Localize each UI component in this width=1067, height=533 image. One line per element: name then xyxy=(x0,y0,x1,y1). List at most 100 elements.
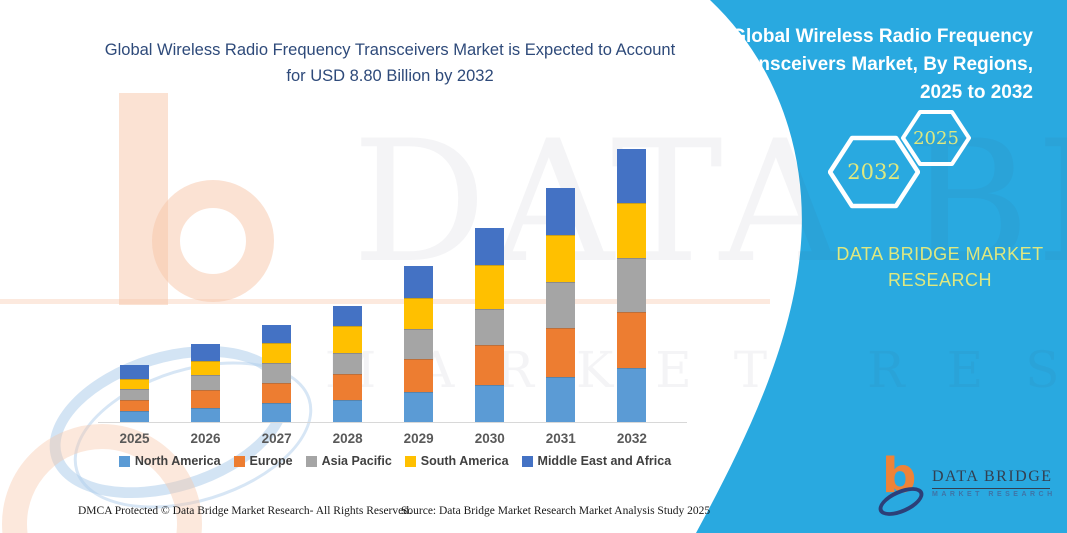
panel-heading: Global Wireless Radio Frequency Transcei… xyxy=(703,23,1033,107)
bar-segment-europe-2032 xyxy=(617,312,647,368)
x-axis-label-2026: 2026 xyxy=(190,431,221,446)
bar-segment-middle-east-and-africa-2031 xyxy=(546,188,576,236)
bar-segment-south-america-2028 xyxy=(333,326,363,354)
bar-segment-middle-east-and-africa-2030 xyxy=(475,227,505,266)
legend-swatch-europe xyxy=(233,455,245,467)
legend-label-north-america: North America xyxy=(134,454,221,468)
legend-swatch-asia-pacific xyxy=(305,455,317,467)
legend-item-north-america: North America xyxy=(118,454,221,468)
bar-segment-middle-east-and-africa-2026 xyxy=(191,344,221,362)
bar-segment-asia-pacific-2026 xyxy=(191,375,221,391)
bar-segment-north-america-2029 xyxy=(404,391,434,422)
logo-subtext: MARKET RESEARCH xyxy=(932,491,1056,498)
bar-segment-europe-2028 xyxy=(333,374,363,401)
bar-segment-south-america-2027 xyxy=(262,342,292,363)
bar-segment-asia-pacific-2032 xyxy=(617,257,647,313)
stacked-bar-2025 xyxy=(120,364,149,422)
hexagon-2025: 2025 xyxy=(901,109,971,167)
bar-segment-asia-pacific-2027 xyxy=(262,362,292,384)
legend-swatch-north-america xyxy=(118,455,130,467)
legend-item-south-america: South America xyxy=(404,454,509,468)
x-axis-label-2027: 2027 xyxy=(261,431,292,446)
chart-legend: North America Europe Asia Pacific South Ame… xyxy=(95,454,695,468)
chart-plot xyxy=(95,138,695,423)
legend-label-europe: Europe xyxy=(249,454,293,468)
x-axis-label-2025: 2025 xyxy=(119,431,150,446)
logo-divider xyxy=(932,488,1050,489)
footer-logo: b DATA BRIDGE MARKET RESEARCH xyxy=(874,452,1056,522)
panel-brand-text: DATA BRIDGE MARKET RESEARCH xyxy=(815,241,1065,293)
logo-wordmark: DATA BRIDGE xyxy=(932,468,1053,485)
bar-segment-asia-pacific-2025 xyxy=(120,388,149,400)
panel-brand-line1: DATA BRIDGE MARKET xyxy=(836,244,1044,264)
data-bridge-logo-icon: b xyxy=(874,452,928,522)
bar-segment-north-america-2026 xyxy=(191,407,221,422)
stacked-bar-2027 xyxy=(262,325,292,422)
logo-b-glyph: b xyxy=(882,448,917,504)
bar-segment-middle-east-and-africa-2029 xyxy=(404,265,434,299)
bar-segment-europe-2030 xyxy=(475,345,505,386)
legend-label-asia-pacific: Asia Pacific xyxy=(321,454,392,468)
bar-segment-north-america-2030 xyxy=(475,385,505,422)
bar-segment-europe-2029 xyxy=(404,359,434,392)
legend-item-europe: Europe xyxy=(233,454,293,468)
legend-item-middle-east-and-africa: Middle East and Africa xyxy=(521,454,672,468)
source-note: Source: Data Bridge Market Research Mark… xyxy=(401,505,711,517)
panel-heading-line1: Global Wireless Radio Frequency xyxy=(731,26,1033,47)
stacked-bar-2029 xyxy=(404,265,434,422)
bar-segment-europe-2027 xyxy=(262,383,292,403)
x-axis-label-2032: 2032 xyxy=(616,431,647,446)
bar-segment-europe-2026 xyxy=(191,390,221,408)
x-axis-label-2030: 2030 xyxy=(474,431,505,446)
panel-shape xyxy=(696,0,1067,533)
chart-title-line1: Global Wireless Radio Frequency Transcei… xyxy=(104,41,676,59)
x-axis-label-2029: 2029 xyxy=(403,431,434,446)
stacked-bar-2032 xyxy=(617,148,647,422)
bar-segment-north-america-2027 xyxy=(262,402,292,422)
bar-segment-south-america-2029 xyxy=(404,298,434,329)
bar-segment-middle-east-and-africa-2028 xyxy=(333,305,363,327)
legend-item-asia-pacific: Asia Pacific xyxy=(305,454,392,468)
legend-label-middle-east-and-africa: Middle East and Africa xyxy=(537,454,672,468)
bar-segment-north-america-2028 xyxy=(333,400,363,422)
dmca-notice: DMCA Protected © Data Bridge Market Rese… xyxy=(78,505,412,517)
bar-segment-middle-east-and-africa-2025 xyxy=(120,364,149,379)
bar-segment-asia-pacific-2029 xyxy=(404,328,434,360)
bar-segment-south-america-2026 xyxy=(191,361,221,376)
hexagon-2032-outline xyxy=(828,135,920,209)
x-axis-label-2028: 2028 xyxy=(332,431,363,446)
panel-brand-line2: RESEARCH xyxy=(887,270,993,290)
bar-segment-south-america-2032 xyxy=(617,202,647,258)
legend-swatch-south-america xyxy=(404,455,416,467)
bar-segment-north-america-2025 xyxy=(120,410,149,422)
bar-segment-north-america-2031 xyxy=(546,376,576,422)
x-axis-line xyxy=(98,422,687,423)
chart-title-line2: for USD 8.80 Billion by 2032 xyxy=(286,67,494,85)
bar-segment-asia-pacific-2030 xyxy=(475,308,505,346)
stacked-bar-2031 xyxy=(546,188,576,422)
hexagon-2025-label: 2025 xyxy=(913,127,959,149)
bar-segment-europe-2031 xyxy=(546,328,576,377)
bar-segment-south-america-2025 xyxy=(120,378,149,389)
chart-title: Global Wireless Radio Frequency Transcei… xyxy=(40,37,740,89)
x-axis-labels: 2025 2026 2027 2028 2029 2030 2031 2032 xyxy=(95,431,695,449)
bar-segment-south-america-2030 xyxy=(475,265,505,309)
stacked-bar-2028 xyxy=(333,305,363,422)
logo-text-block: DATA BRIDGE MARKET RESEARCH xyxy=(932,460,1056,498)
bar-segment-middle-east-and-africa-2027 xyxy=(262,325,292,343)
bar-segment-europe-2025 xyxy=(120,399,149,411)
watermark-horizontal-stroke xyxy=(0,299,770,304)
stacked-bar-2026 xyxy=(191,344,221,422)
legend-label-south-america: South America xyxy=(420,454,509,468)
panel-heading-line2: Transceivers Market, By Regions, xyxy=(729,54,1033,75)
x-axis-label-2031: 2031 xyxy=(545,431,576,446)
bar-segment-asia-pacific-2028 xyxy=(333,353,363,375)
bar-segment-asia-pacific-2031 xyxy=(546,282,576,329)
hexagon-2032: 2032 xyxy=(828,135,920,209)
legend-swatch-middle-east-and-africa xyxy=(521,455,533,467)
hexagon-2025-outline xyxy=(901,110,971,166)
hexagon-2032-label: 2032 xyxy=(847,160,901,184)
bar-segment-north-america-2032 xyxy=(617,367,647,422)
